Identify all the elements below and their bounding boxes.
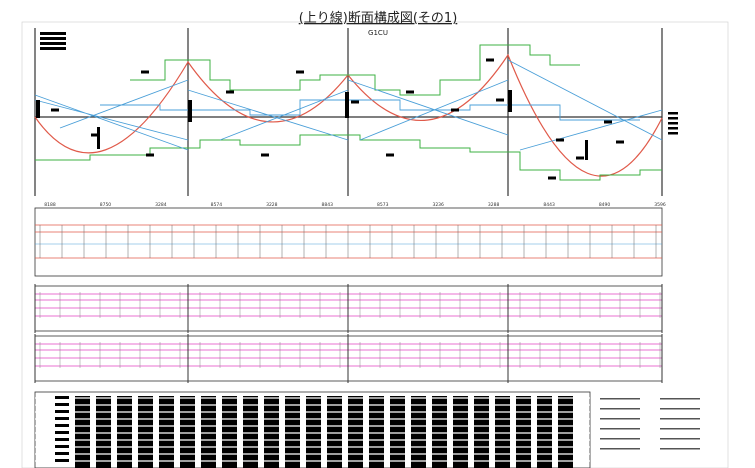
table-cell [138, 396, 153, 468]
legend-line [600, 418, 640, 420]
row-header [55, 410, 69, 413]
legend-line [600, 398, 640, 400]
marker [296, 71, 304, 74]
subtitle: G1CU [368, 29, 388, 37]
marker [616, 141, 624, 144]
dimension-label: 3596 [654, 202, 666, 208]
support-block [508, 90, 512, 112]
table-cell [180, 396, 195, 468]
right-marker [668, 122, 678, 125]
table-cell [369, 396, 384, 468]
table-cell [201, 396, 216, 468]
dimension-label: 8843 [322, 202, 334, 208]
marker [451, 109, 459, 112]
table-cell [306, 396, 321, 468]
right-marker [668, 117, 678, 120]
legend-line [660, 398, 700, 400]
table-cell [327, 396, 342, 468]
row-header [55, 438, 69, 441]
marker [556, 139, 564, 142]
marker [604, 121, 612, 124]
legend-line [600, 438, 640, 440]
table-cell [117, 396, 132, 468]
marker [576, 157, 584, 160]
marker [496, 99, 504, 102]
row-header [55, 459, 69, 462]
marker [146, 154, 154, 157]
dimension-label: 8574 [211, 202, 223, 208]
table-cell [264, 396, 279, 468]
marker [548, 177, 556, 180]
table-cell [390, 396, 405, 468]
table-cell [222, 396, 237, 468]
support-block [97, 127, 100, 149]
dimension-label: 8750 [100, 202, 112, 208]
dimension-label: 8443 [543, 202, 555, 208]
row-header [55, 417, 69, 420]
row-header [55, 445, 69, 448]
legend-line [660, 418, 700, 420]
dimension-label: 3228 [266, 202, 278, 208]
legend-line [660, 408, 700, 410]
table-cell [96, 396, 111, 468]
marker [51, 109, 59, 112]
section-drawing: (上り線)断面構成図(その1) G1CU 8188 8750 3284 8574 322… [0, 0, 755, 468]
dimension-label: 8188 [44, 202, 56, 208]
marker [141, 71, 149, 74]
table-cell [411, 396, 426, 468]
table-cell [159, 396, 174, 468]
row-header [55, 452, 69, 455]
table-cell [348, 396, 363, 468]
legend-line [600, 448, 640, 450]
right-marker [668, 127, 678, 130]
row-header [55, 403, 69, 406]
marker [406, 91, 414, 94]
table-cell [285, 396, 300, 468]
support-block [585, 140, 588, 160]
dimension-label: 3236 [432, 202, 444, 208]
legend-line [660, 438, 700, 440]
row-header [55, 431, 69, 434]
dimension-label: 3284 [155, 202, 167, 208]
legend-line [660, 428, 700, 430]
marker [351, 101, 359, 104]
marker [386, 154, 394, 157]
legend-line [600, 428, 640, 430]
table-cell [453, 396, 468, 468]
marker [226, 91, 234, 94]
table-cell [243, 396, 258, 468]
dimension-label: 8490 [599, 202, 611, 208]
table-cell [495, 396, 510, 468]
support-block [36, 100, 40, 118]
table-cell [558, 396, 573, 468]
right-marker [668, 132, 678, 135]
title: (上り線)断面構成図(その1) [299, 10, 458, 26]
dimension-label: 8573 [377, 202, 389, 208]
right-marker [668, 112, 678, 115]
marker [486, 59, 494, 62]
drawing-page: (上り線)断面構成図(その1) G1CU 8188 8750 3284 8574 322… [0, 0, 755, 468]
legend-line [600, 408, 640, 410]
row-header [55, 424, 69, 427]
table-cell [75, 396, 90, 468]
support-block [345, 92, 349, 118]
row-header [55, 396, 69, 399]
dimension-label: 3288 [488, 202, 500, 208]
table-cell [474, 396, 489, 468]
table-cell [432, 396, 447, 468]
support-block [188, 100, 192, 122]
marker [261, 154, 269, 157]
table-cell [537, 396, 552, 468]
table-cell [516, 396, 531, 468]
legend-line [660, 448, 700, 450]
